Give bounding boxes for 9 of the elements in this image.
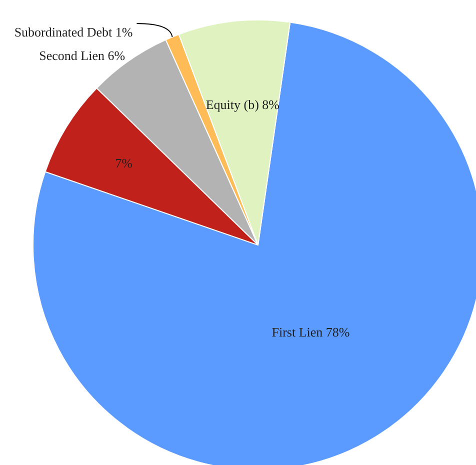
data-label: 8% <box>262 96 280 112</box>
data-label: 7% <box>115 154 133 170</box>
slice-label: Subordinated Debt <box>14 24 116 40</box>
slice-label: Equity (b) <box>206 96 262 112</box>
data-label: 78% <box>326 324 350 339</box>
data-label: 6% <box>108 48 126 63</box>
data-label: 1% <box>115 24 133 40</box>
slice-label: First Lien <box>272 324 326 339</box>
slice-label: Second Lien <box>39 48 108 63</box>
